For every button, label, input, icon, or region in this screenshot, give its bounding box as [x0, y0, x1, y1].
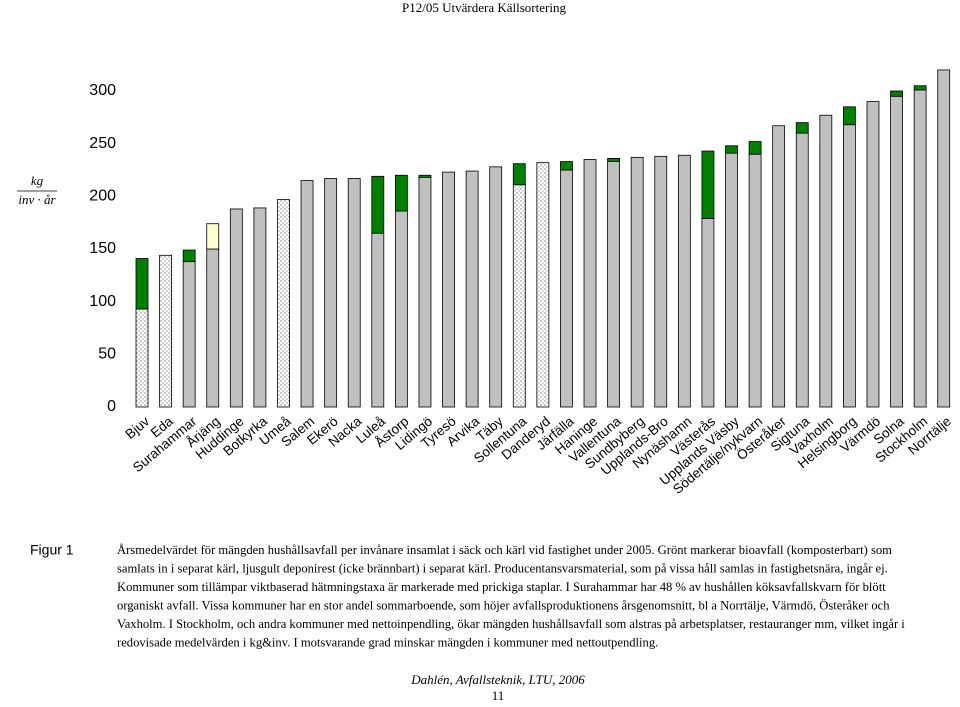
bar-segment: [890, 90, 903, 97]
bar-segment: [324, 178, 338, 408]
caption-line: samlats in i separat kärl, ljusgult depo…: [117, 561, 888, 575]
bar-segment: [182, 249, 196, 263]
bar-segment: [843, 106, 856, 126]
bar-segment: [300, 180, 314, 408]
bar-segment: [701, 150, 715, 219]
bar-segment: [182, 261, 196, 408]
bar-segment: [725, 145, 738, 154]
bar-segment: [536, 162, 550, 408]
bar-segment: [394, 210, 408, 408]
bar-segment: [135, 308, 149, 408]
bar-segment: [159, 254, 172, 408]
bar-segment: [913, 85, 927, 91]
bar-segment: [748, 141, 762, 155]
bar-segment: [913, 89, 927, 408]
y-tick-label: 150: [89, 240, 116, 257]
bar-segment: [607, 161, 620, 408]
bar-segment: [843, 124, 856, 408]
bar-segment: [795, 122, 809, 134]
bar-segment: [465, 170, 479, 408]
y-tick-label: 50: [98, 346, 116, 363]
caption-line: Årsmedelvärdet för mängden hushållsavfal…: [117, 543, 892, 557]
bar-segment: [937, 69, 951, 408]
bar-segment: [418, 176, 432, 408]
bar-segment: [560, 169, 573, 408]
bar-segment: [371, 232, 385, 408]
bar-segment: [206, 248, 220, 408]
caption-line: redovisade medelvärden i kg&inv. I motsv…: [117, 635, 658, 649]
bar-segment: [819, 114, 833, 408]
y-tick-label: 0: [107, 398, 116, 415]
bar-segment: [701, 218, 715, 408]
bar-segment: [654, 155, 668, 408]
y-tick-label: 100: [89, 293, 116, 310]
y-tick-label: 250: [89, 135, 116, 152]
bar-segment: [772, 125, 786, 408]
bar-segment: [371, 175, 385, 234]
caption-label: Figur 1: [30, 542, 74, 558]
bar-segment: [512, 184, 526, 408]
bar-segment: [725, 152, 738, 408]
bar-segment: [795, 132, 809, 408]
y-tick-label: 200: [89, 188, 116, 205]
caption-line: Vaxholm. I Stockholm, och andra kommuner…: [117, 617, 905, 631]
bar-segment: [229, 208, 243, 408]
bar-segment: [394, 174, 408, 212]
caption-line: organiskt avfall. Vissa kommuner har en …: [117, 598, 890, 612]
bar-segment: [442, 171, 455, 408]
y-label-numerator: kg: [31, 173, 44, 188]
bar-segment: [890, 95, 903, 408]
bar-segment: [489, 166, 503, 408]
bar-segment: [630, 156, 644, 408]
bar-segment: [135, 258, 149, 310]
bar-segment: [206, 223, 220, 250]
bar-segment: [677, 154, 691, 408]
bar-segment: [512, 163, 526, 186]
y-label-denominator: inv · år: [18, 192, 56, 207]
bar-segment: [560, 161, 573, 171]
footer-author: Dahlén, Avfallsteknik, LTU, 2006: [410, 672, 585, 687]
bar-segment: [277, 199, 290, 408]
page-number: 11: [492, 688, 505, 702]
bar-segment: [748, 153, 762, 408]
bar-segment: [418, 174, 432, 178]
bar-segment: [347, 178, 361, 408]
bar-segment: [607, 158, 620, 162]
bar-segment: [866, 101, 880, 408]
bar-segment: [253, 207, 267, 408]
y-tick-label: 300: [89, 82, 116, 99]
caption: Årsmedelvärdet för mängden hushållsavfal…: [117, 543, 905, 650]
caption-line: Kommuner som tillämpar viktbaserad hätmn…: [117, 580, 886, 594]
bar-segment: [583, 159, 597, 408]
header-title: P12/05 Utvärdera Källsortering: [402, 0, 566, 15]
